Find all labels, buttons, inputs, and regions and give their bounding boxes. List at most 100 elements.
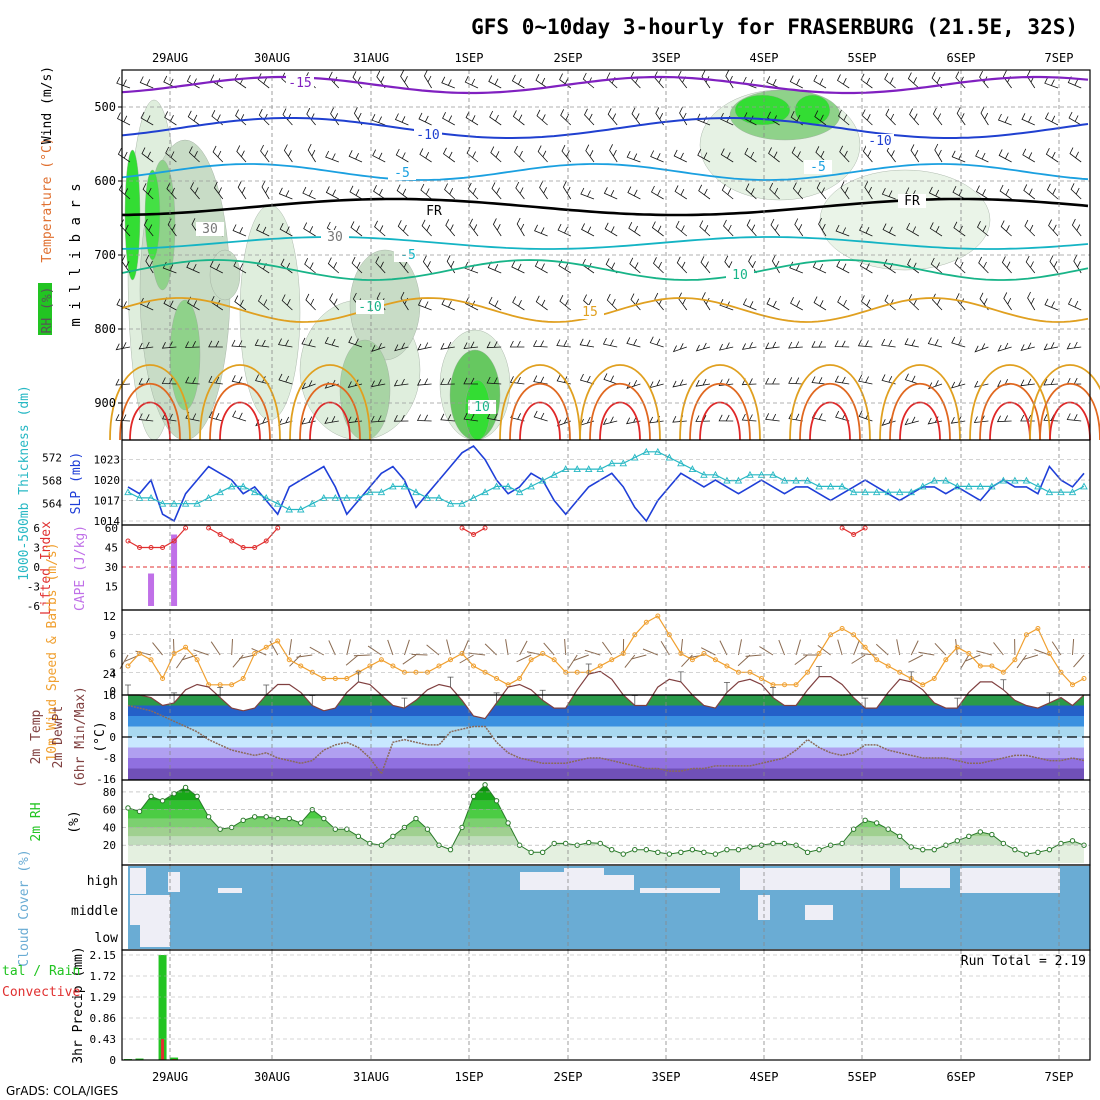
wind-barb xyxy=(650,150,664,163)
rh-marker xyxy=(897,833,903,840)
wind-barb xyxy=(718,342,734,351)
wind-speed-marker xyxy=(758,676,764,681)
wind-speed-marker xyxy=(321,676,327,681)
wind-barb xyxy=(258,294,270,311)
wind-barb xyxy=(161,377,177,385)
wind-speed-marker xyxy=(977,663,983,669)
thickness-marker xyxy=(504,482,512,490)
wind-barb xyxy=(395,148,409,163)
wind-barb xyxy=(257,73,270,89)
wind-barb xyxy=(655,107,664,126)
wind-barb xyxy=(212,145,224,163)
wind-barb xyxy=(792,182,804,200)
wind-barb xyxy=(373,185,386,200)
temp-minmax-bar xyxy=(723,681,730,693)
wind-barb xyxy=(116,77,131,89)
thickness-marker xyxy=(849,488,858,496)
temp-minmax-bar xyxy=(954,697,961,709)
boundary-layer-isotherm xyxy=(979,383,1041,441)
wind-barb xyxy=(1001,256,1012,274)
wind-barb xyxy=(515,181,525,200)
wind-barb xyxy=(651,221,664,237)
wind-barb xyxy=(630,293,641,311)
rh-marker xyxy=(747,844,753,850)
wind-ytick: 12 xyxy=(103,610,116,623)
boundary-layer-isotherm xyxy=(799,383,861,441)
wind-barb xyxy=(1045,148,1059,163)
wind-barb xyxy=(881,338,896,348)
wind-barb xyxy=(1073,254,1082,274)
thickness-marker xyxy=(1080,482,1088,490)
boundary-layer-isotherm xyxy=(589,383,651,441)
rh-marker xyxy=(632,846,638,853)
wind-barb xyxy=(816,181,827,200)
thickness-marker xyxy=(124,488,132,496)
temp-minmax-bar xyxy=(677,671,684,682)
wind-barb xyxy=(416,414,432,422)
wind-barb xyxy=(442,147,456,163)
rh-marker xyxy=(689,846,696,853)
wind-barb xyxy=(904,338,919,348)
wind-barb xyxy=(488,75,502,89)
wind-barb xyxy=(976,221,989,237)
thickness-ytick: 572 xyxy=(42,452,62,465)
rh-marker xyxy=(850,826,857,832)
wind-barb xyxy=(396,184,409,200)
surface-wind-barb xyxy=(1073,654,1085,668)
wind-barb xyxy=(141,147,154,163)
rh-marker xyxy=(666,851,673,857)
wind-barb xyxy=(602,416,618,425)
temp-band xyxy=(128,768,1084,779)
precip-total-bar xyxy=(158,955,167,1060)
isotherm-contour xyxy=(121,236,1089,250)
wind-barb xyxy=(581,223,595,237)
lifted-index-marker xyxy=(851,532,857,537)
wind-barb xyxy=(953,221,966,237)
thickness-marker xyxy=(250,488,259,496)
wind-speed-marker xyxy=(229,682,235,688)
thickness-line xyxy=(127,451,1085,511)
thickness-marker xyxy=(389,482,397,490)
boundary-layer-isotherm xyxy=(699,401,741,441)
wind-barb xyxy=(237,181,247,200)
boundary-layer-isotherm xyxy=(299,383,361,441)
wind-barb xyxy=(653,257,664,274)
isotherm-contour xyxy=(121,297,1089,323)
thickness-marker xyxy=(608,459,616,467)
cloud-level-middle: middle xyxy=(71,904,118,919)
contour-label-bg xyxy=(804,160,832,174)
boundary-layer-isotherm xyxy=(289,364,371,441)
wind-barb xyxy=(862,145,873,163)
rh-marker xyxy=(275,815,281,822)
surface-wind-barb xyxy=(860,653,877,656)
wind-barb xyxy=(301,337,316,348)
temp-minmax-bar xyxy=(862,697,869,709)
contour-label: -5 xyxy=(810,160,826,175)
upper-air-panel: -15 -10 -10 -5 -5 FR FR -5 10 -10 15 10 30 30 xyxy=(109,69,1100,441)
lifted-index-marker xyxy=(125,538,131,544)
lifted-index-marker xyxy=(183,525,189,531)
rh-marker xyxy=(148,793,154,800)
wind-barb xyxy=(980,106,989,126)
rh-marker xyxy=(159,798,166,804)
contour-label: FR xyxy=(426,204,442,219)
contour-label-bg xyxy=(196,222,224,236)
rh-band xyxy=(128,845,1084,863)
cape-ytick: 60 xyxy=(105,522,118,535)
surface-wind-barb xyxy=(624,654,636,668)
surface-wind-barb xyxy=(719,640,728,656)
wind-barb xyxy=(441,298,455,311)
wind-barb xyxy=(910,144,920,163)
wind-barb xyxy=(350,221,363,237)
wind-speed-marker xyxy=(390,663,396,669)
temp-ytick: -8 xyxy=(103,752,116,765)
date-label-bottom: 2SEP xyxy=(554,1070,583,1084)
surface-wind-barb xyxy=(173,638,175,656)
lifted-index-marker xyxy=(240,545,246,550)
wind-barb xyxy=(838,109,850,126)
wind-speed-marker xyxy=(183,644,189,650)
wind-barb xyxy=(115,342,131,351)
surface-wind-barb xyxy=(896,639,901,656)
wind-barb xyxy=(720,148,734,163)
thickness-marker xyxy=(895,488,904,496)
